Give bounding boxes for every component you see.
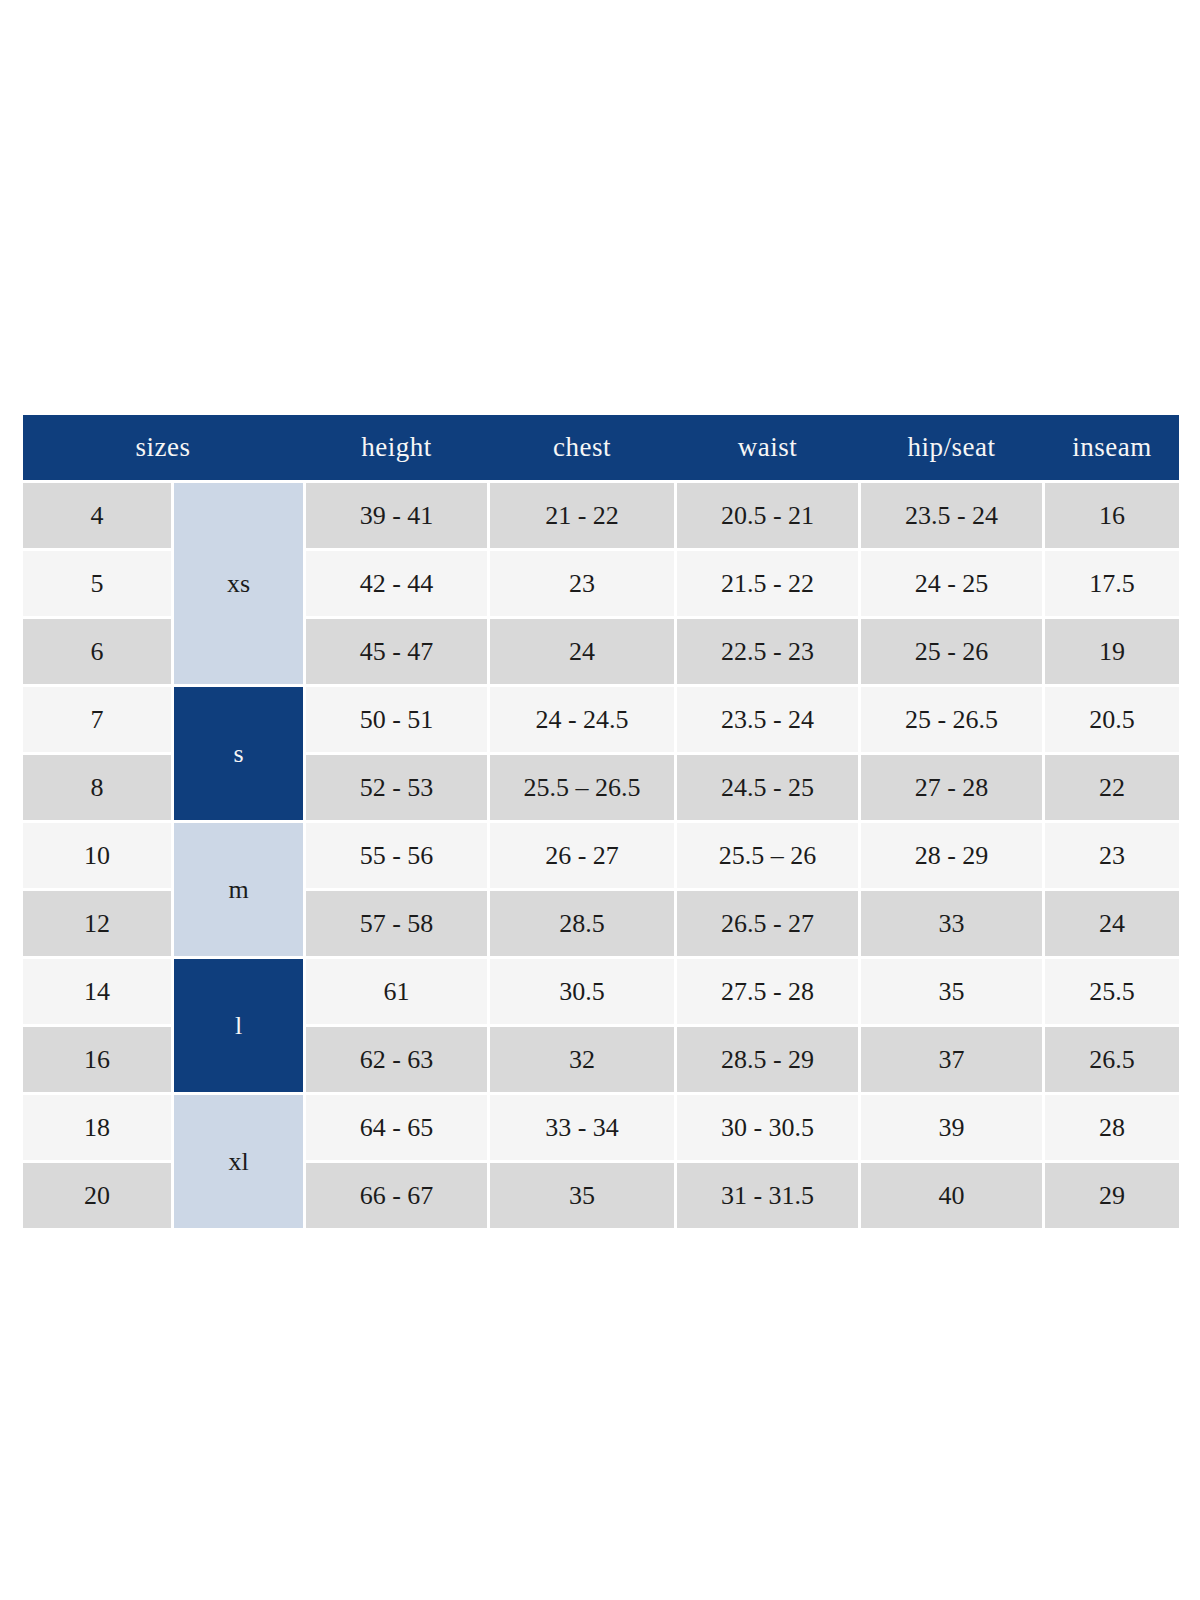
chest-cell: 30.5	[490, 959, 674, 1024]
hip-seat-cell: 24 - 25	[861, 551, 1042, 616]
height-cell: 64 - 65	[306, 1095, 487, 1160]
inseam-cell: 17.5	[1045, 551, 1179, 616]
hip-seat-cell: 37	[861, 1027, 1042, 1092]
chest-cell: 25.5 – 26.5	[490, 755, 674, 820]
size-cell: 7	[23, 687, 171, 752]
column-header-waist: waist	[677, 415, 858, 480]
size-cell: 6	[23, 619, 171, 684]
column-header-hip-seat: hip/seat	[861, 415, 1042, 480]
height-cell: 52 - 53	[306, 755, 487, 820]
table-body: 4xs39 - 4121 - 2220.5 - 2123.5 - 2416542…	[23, 483, 1179, 1228]
hip-seat-cell: 39	[861, 1095, 1042, 1160]
chest-cell: 23	[490, 551, 674, 616]
waist-cell: 31 - 31.5	[677, 1163, 858, 1228]
height-cell: 62 - 63	[306, 1027, 487, 1092]
size-group-cell-m: m	[174, 823, 303, 956]
chest-cell: 21 - 22	[490, 483, 674, 548]
hip-seat-cell: 28 - 29	[861, 823, 1042, 888]
waist-cell: 26.5 - 27	[677, 891, 858, 956]
inseam-cell: 26.5	[1045, 1027, 1179, 1092]
waist-cell: 27.5 - 28	[677, 959, 858, 1024]
page: sizesheightchestwaisthip/seatinseam 4xs3…	[0, 0, 1200, 1600]
inseam-cell: 19	[1045, 619, 1179, 684]
size-cell: 8	[23, 755, 171, 820]
size-group-cell-xl: xl	[174, 1095, 303, 1228]
waist-cell: 30 - 30.5	[677, 1095, 858, 1160]
hip-seat-cell: 23.5 - 24	[861, 483, 1042, 548]
size-cell: 10	[23, 823, 171, 888]
size-cell: 4	[23, 483, 171, 548]
hip-seat-cell: 25 - 26.5	[861, 687, 1042, 752]
waist-cell: 20.5 - 21	[677, 483, 858, 548]
column-header-height: height	[306, 415, 487, 480]
chest-cell: 24	[490, 619, 674, 684]
height-cell: 57 - 58	[306, 891, 487, 956]
inseam-cell: 25.5	[1045, 959, 1179, 1024]
inseam-cell: 20.5	[1045, 687, 1179, 752]
hip-seat-cell: 25 - 26	[861, 619, 1042, 684]
height-cell: 50 - 51	[306, 687, 487, 752]
column-header-inseam: inseam	[1045, 415, 1179, 480]
size-cell: 5	[23, 551, 171, 616]
size-cell: 18	[23, 1095, 171, 1160]
waist-cell: 28.5 - 29	[677, 1027, 858, 1092]
column-header-chest: chest	[490, 415, 674, 480]
size-cell: 20	[23, 1163, 171, 1228]
size-group-cell-xs: xs	[174, 483, 303, 684]
inseam-cell: 23	[1045, 823, 1179, 888]
waist-cell: 22.5 - 23	[677, 619, 858, 684]
chest-cell: 32	[490, 1027, 674, 1092]
chest-cell: 26 - 27	[490, 823, 674, 888]
size-group-cell-l: l	[174, 959, 303, 1092]
inseam-cell: 16	[1045, 483, 1179, 548]
height-cell: 66 - 67	[306, 1163, 487, 1228]
height-cell: 42 - 44	[306, 551, 487, 616]
height-cell: 45 - 47	[306, 619, 487, 684]
size-cell: 12	[23, 891, 171, 956]
hip-seat-cell: 35	[861, 959, 1042, 1024]
inseam-cell: 28	[1045, 1095, 1179, 1160]
inseam-cell: 22	[1045, 755, 1179, 820]
chest-cell: 33 - 34	[490, 1095, 674, 1160]
chest-cell: 35	[490, 1163, 674, 1228]
height-cell: 61	[306, 959, 487, 1024]
column-header-sizes: sizes	[23, 415, 303, 480]
waist-cell: 25.5 – 26	[677, 823, 858, 888]
height-cell: 39 - 41	[306, 483, 487, 548]
table-header-row: sizesheightchestwaisthip/seatinseam	[23, 415, 1179, 480]
chest-cell: 28.5	[490, 891, 674, 956]
inseam-cell: 29	[1045, 1163, 1179, 1228]
waist-cell: 21.5 - 22	[677, 551, 858, 616]
hip-seat-cell: 40	[861, 1163, 1042, 1228]
size-chart-table: sizesheightchestwaisthip/seatinseam 4xs3…	[23, 415, 1179, 1228]
chest-cell: 24 - 24.5	[490, 687, 674, 752]
waist-cell: 24.5 - 25	[677, 755, 858, 820]
height-cell: 55 - 56	[306, 823, 487, 888]
size-group-cell-s: s	[174, 687, 303, 820]
inseam-cell: 24	[1045, 891, 1179, 956]
hip-seat-cell: 27 - 28	[861, 755, 1042, 820]
size-cell: 14	[23, 959, 171, 1024]
size-cell: 16	[23, 1027, 171, 1092]
waist-cell: 23.5 - 24	[677, 687, 858, 752]
hip-seat-cell: 33	[861, 891, 1042, 956]
